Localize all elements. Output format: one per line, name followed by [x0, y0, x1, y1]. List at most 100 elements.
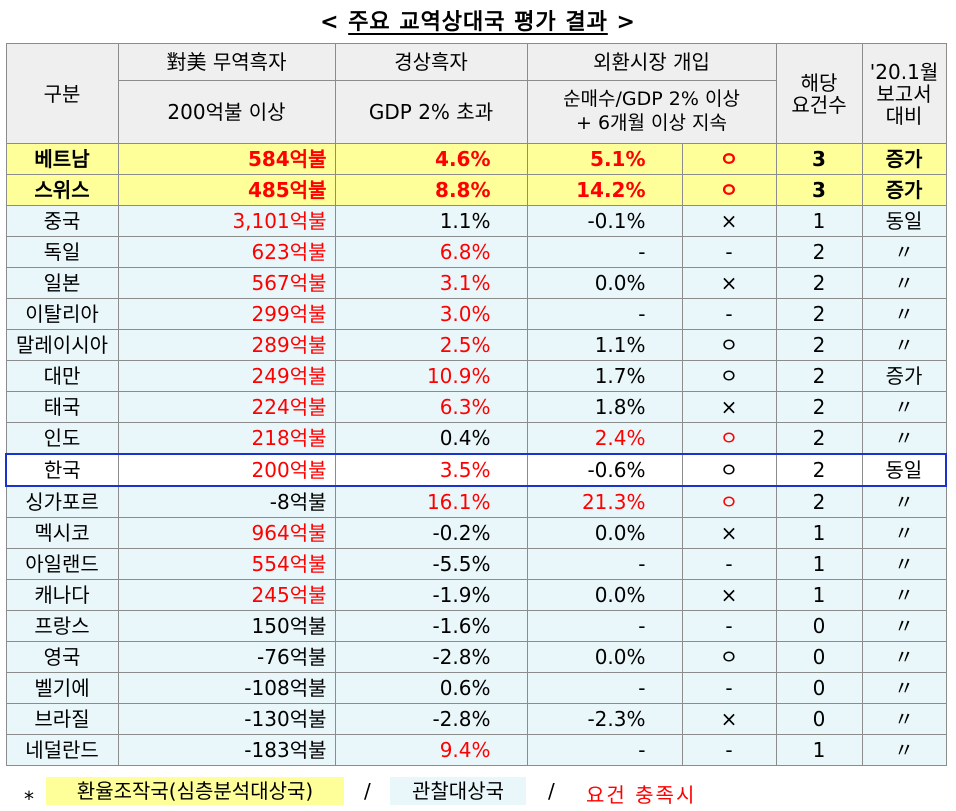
trade-surplus-cell: 224억불	[117, 391, 336, 423]
comparison-cell: 〃	[861, 517, 947, 549]
trade-surplus-cell: 299억불	[117, 298, 336, 330]
trade-surplus-cell: 964억불	[117, 517, 336, 549]
comparison-cell: 〃	[861, 734, 947, 766]
trade-surplus-cell: 623억불	[117, 236, 336, 268]
header-count-line1: 해당	[800, 70, 838, 95]
header-fx-line2: + 6개월 이상 지속	[576, 112, 728, 134]
table-row: 이탈리아 299억불 3.0% - -2 〃	[5, 298, 947, 330]
fx-criterion-mark: ㅇ	[681, 485, 777, 518]
comparison-cell: 〃	[861, 610, 947, 642]
comparison-cell: 〃	[861, 267, 947, 299]
header-count-line2: 요건수	[791, 92, 847, 117]
country-cell: 독일	[5, 236, 119, 268]
country-cell: 일본	[5, 267, 119, 299]
criteria-count-cell: 2	[775, 360, 863, 392]
criteria-count-cell: 3	[775, 174, 863, 206]
current-account-cell: 16.1%	[334, 485, 528, 518]
evaluation-table: 구분 對美 무역흑자 경상흑자 외환시장 개입 해당 요건수 '20.1월 보고…	[5, 43, 948, 766]
trade-surplus-cell: -8억불	[117, 485, 336, 518]
header-cmp-line1: '20.1월	[869, 59, 939, 84]
table-row: 일본 567억불 3.1% 0.0% × 2 〃	[5, 267, 947, 299]
country-cell: 아일랜드	[5, 548, 119, 580]
fx-intervention-cell: -	[526, 734, 683, 766]
comparison-cell: 〃	[861, 236, 947, 268]
trade-surplus-cell: -76억불	[117, 641, 336, 673]
criteria-count-cell: 2	[775, 298, 863, 330]
criteria-count-cell: 2	[775, 267, 863, 299]
country-cell: 싱가포르	[5, 485, 119, 518]
current-account-cell: 3.5%	[334, 453, 528, 487]
trade-surplus-cell: 200억불	[117, 453, 336, 487]
country-cell: 말레이시아	[5, 329, 119, 361]
criteria-count-cell: 2	[775, 236, 863, 268]
table-row: 중국 3,101억불 1.1% -0.1% × 1 동일	[5, 205, 947, 237]
fx-criterion-mark: ㅇ	[681, 453, 777, 487]
fx-criterion-mark: ×	[681, 391, 777, 423]
header-cmp-line2: 보고서	[876, 81, 932, 106]
criteria-count-cell: 2	[775, 329, 863, 361]
fx-criterion-mark: ㅇ	[681, 422, 777, 455]
comparison-cell: 〃	[861, 329, 947, 361]
legend: * 환율조작국(심층분석대상국) / 관찰대상국 / 요건 충족시	[0, 777, 956, 811]
current-account-cell: -1.9%	[334, 579, 528, 611]
criteria-count-cell: 1	[775, 517, 863, 549]
fx-intervention-cell: -	[526, 672, 683, 704]
current-account-cell: -5.5%	[334, 548, 528, 580]
current-account-cell: 8.8%	[334, 174, 528, 206]
header-fx-intervention: 외환시장 개입	[526, 43, 777, 81]
table-row: 베트남 584억불 4.6% 5.1% ㅇ 3 증가	[5, 143, 947, 175]
country-cell: 태국	[5, 391, 119, 423]
criteria-count-cell: 2	[775, 485, 863, 518]
legend-observation: 관찰대상국	[390, 777, 526, 805]
trade-surplus-cell: 289억불	[117, 329, 336, 361]
fx-criterion-mark: ×	[681, 205, 777, 237]
current-account-cell: 1.1%	[334, 205, 528, 237]
table-row: 벨기에 -108억불 0.6% - -0 〃	[5, 672, 947, 704]
current-account-cell: 6.8%	[334, 236, 528, 268]
current-account-cell: 3.0%	[334, 298, 528, 330]
country-cell: 영국	[5, 641, 119, 673]
criteria-count-cell: 0	[775, 641, 863, 673]
country-cell: 캐나다	[5, 579, 119, 611]
country-cell: 베트남	[5, 143, 119, 175]
legend-deep-analysis: 환율조작국(심층분석대상국)	[46, 777, 344, 805]
country-cell: 대만	[5, 360, 119, 392]
comparison-cell: 〃	[861, 391, 947, 423]
fx-criterion-mark: -	[681, 734, 777, 766]
criteria-count-cell: 0	[775, 672, 863, 704]
trade-surplus-cell: -108억불	[117, 672, 336, 704]
country-cell: 스위스	[5, 174, 119, 206]
header-fx-line1: 순매수/GDP 2% 이상	[563, 88, 740, 111]
title-close-bracket: >	[616, 10, 636, 35]
current-account-cell: 0.4%	[334, 422, 528, 455]
comparison-cell: 〃	[861, 672, 947, 704]
table-row: 영국 -76억불 -2.8% 0.0% ㅇ 0 〃	[5, 641, 947, 673]
current-account-cell: 10.9%	[334, 360, 528, 392]
header-current-account: 경상흑자	[334, 43, 528, 81]
header-current-threshold: GDP 2% 초과	[334, 80, 528, 144]
criteria-count-cell: 0	[775, 610, 863, 642]
fx-intervention-cell: -	[526, 610, 683, 642]
fx-criterion-mark: -	[681, 236, 777, 268]
country-cell: 중국	[5, 205, 119, 237]
fx-criterion-mark: -	[681, 548, 777, 580]
criteria-count-cell: 1	[775, 205, 863, 237]
comparison-cell: 〃	[861, 641, 947, 673]
comparison-cell: 〃	[861, 703, 947, 735]
current-account-cell: 3.1%	[334, 267, 528, 299]
legend-criterion-met: 요건 충족시	[586, 783, 697, 807]
trade-surplus-cell: 554억불	[117, 548, 336, 580]
table-row: 브라질 -130억불 -2.8% -2.3% × 0 〃	[5, 703, 947, 735]
country-cell: 벨기에	[5, 672, 119, 704]
table-row: 네덜란드 -183억불 9.4% - -1 〃	[5, 734, 947, 766]
trade-surplus-cell: 245억불	[117, 579, 336, 611]
comparison-cell: 〃	[861, 485, 947, 518]
comparison-cell: 동일	[861, 205, 947, 237]
fx-criterion-mark: ×	[681, 703, 777, 735]
current-account-cell: 0.6%	[334, 672, 528, 704]
legend-asterisk: *	[24, 787, 34, 811]
trade-surplus-cell: 485억불	[117, 174, 336, 206]
fx-intervention-cell: 5.1%	[526, 143, 683, 175]
trade-surplus-cell: -130억불	[117, 703, 336, 735]
comparison-cell: 〃	[861, 579, 947, 611]
